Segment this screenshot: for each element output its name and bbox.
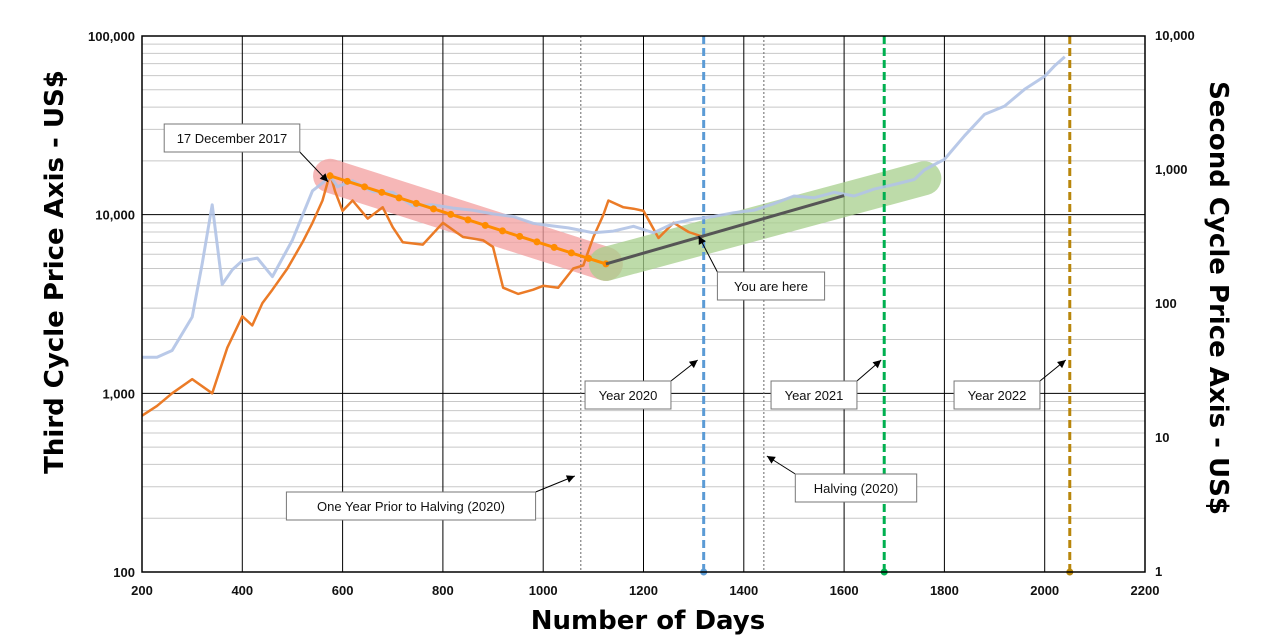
annotation-callout: 17 December 2017 xyxy=(163,123,329,183)
trend-marker xyxy=(378,188,386,196)
x-tick-label: 200 xyxy=(131,583,153,598)
y-left-tick-label: 100,000 xyxy=(88,29,135,44)
callout-label: Halving (2020) xyxy=(814,481,899,496)
annotation-callouts: 17 December 2017 You are here Year 2020 Yea… xyxy=(163,123,1067,521)
x-tick-label: 1000 xyxy=(529,583,558,598)
x-tick-labels: 200 400 600 800 1000 1200 1400 1600 1800 2000 2200 xyxy=(131,583,1159,598)
trend-marker xyxy=(326,172,334,180)
x-tick-label: 600 xyxy=(332,583,354,598)
callout-arrow-head xyxy=(688,360,698,369)
y-left-tick-label: 100 xyxy=(113,565,135,580)
x-tick-label: 1400 xyxy=(729,583,758,598)
y-right-tick-label: 10,000 xyxy=(1155,28,1195,43)
annotation-callout: Year 2022 xyxy=(953,359,1067,410)
x-axis-title: Number of Days xyxy=(531,606,765,636)
callout-box xyxy=(794,473,918,503)
trend-marker xyxy=(429,205,437,213)
y-left-tick-labels: 100 1,000 10,000 100,000 xyxy=(88,29,135,580)
y-right-tick-labels: 1 10 100 1,000 10,000 xyxy=(1155,28,1195,579)
series-line-1 xyxy=(141,172,705,417)
x-tick-label: 800 xyxy=(432,583,454,598)
annotation-callout: You are here xyxy=(698,235,826,301)
y-right-tick-label: 1 xyxy=(1155,564,1162,579)
trend-marker xyxy=(516,232,524,240)
callout-arrow-head xyxy=(872,360,882,369)
trend-marker xyxy=(550,243,558,251)
callout-arrow-head xyxy=(319,173,329,182)
trend-marker xyxy=(567,249,575,257)
callout-label: Year 2020 xyxy=(599,388,658,403)
trend-lines xyxy=(326,172,845,268)
trend-marker xyxy=(412,199,420,207)
trend-marker xyxy=(585,254,593,262)
callout-arrow-head xyxy=(1057,360,1066,369)
callout-label: Year 2021 xyxy=(785,388,844,403)
callout-box xyxy=(953,380,1041,410)
trend-marker xyxy=(481,221,489,229)
annotation-callout: Halving (2020) xyxy=(766,455,918,503)
data-series xyxy=(141,55,1066,417)
y-right-tick-label: 1,000 xyxy=(1155,162,1188,177)
callout-label: Year 2022 xyxy=(968,388,1027,403)
trend-marker xyxy=(533,238,541,246)
plot-frame xyxy=(141,35,1146,573)
y-left-tick-label: 1,000 xyxy=(102,386,135,401)
y-right-axis-title: Second Cycle Price Axis - US$ xyxy=(1203,81,1233,515)
callout-arrow-head xyxy=(565,475,575,483)
callout-box xyxy=(584,380,672,410)
trend-line xyxy=(605,194,845,266)
trend-marker xyxy=(447,210,455,218)
annotation-callout: Year 2021 xyxy=(770,359,882,410)
callout-arrow-head xyxy=(698,235,706,245)
x-tick-label: 400 xyxy=(231,583,253,598)
y-right-tick-label: 10 xyxy=(1155,430,1169,445)
trend-marker xyxy=(361,183,369,191)
trend-marker xyxy=(498,227,506,235)
trend-marker xyxy=(395,194,403,202)
trend-marker xyxy=(343,177,351,185)
callout-arrow-head xyxy=(766,456,776,464)
series-line-2 xyxy=(142,55,1066,359)
trend-marker xyxy=(464,216,472,224)
x-tick-label: 2200 xyxy=(1131,583,1160,598)
x-tick-label: 1800 xyxy=(930,583,959,598)
y-right-tick-label: 100 xyxy=(1155,296,1177,311)
annotation-callout: One Year Prior to Halving (2020) xyxy=(285,475,576,521)
callout-box xyxy=(163,123,301,153)
callout-label: You are here xyxy=(734,279,808,294)
callout-box xyxy=(716,271,826,301)
callout-box xyxy=(770,380,858,410)
callout-label: 17 December 2017 xyxy=(177,131,288,146)
x-tick-label: 2000 xyxy=(1030,583,1059,598)
y-left-axis-title: Third Cycle Price Axis - US$ xyxy=(40,70,70,474)
x-tick-label: 1600 xyxy=(830,583,859,598)
annotation-callout: Year 2020 xyxy=(584,359,698,410)
callout-box xyxy=(285,491,537,521)
y-left-tick-label: 10,000 xyxy=(95,208,135,223)
trend-bands xyxy=(313,158,942,281)
x-tick-label: 1200 xyxy=(629,583,658,598)
plot-border xyxy=(141,35,1146,573)
callout-label: One Year Prior to Halving (2020) xyxy=(317,499,505,514)
